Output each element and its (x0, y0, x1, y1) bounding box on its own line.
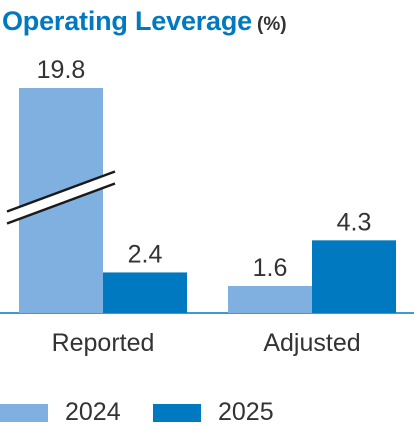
data-label-adjusted-2025: 4.3 (337, 208, 372, 236)
category-label-adjusted: Adjusted (263, 329, 360, 357)
legend: 2024 2025 (0, 398, 414, 430)
chart-title-text: Operating Leverage (2, 6, 252, 36)
bar-reported-2025 (103, 272, 187, 313)
data-label-reported-2025: 2.4 (128, 240, 163, 268)
legend-swatch-2024 (0, 403, 48, 422)
bar-adjusted-2024 (228, 285, 312, 313)
chart-title: Operating Leverage (%) (2, 4, 287, 40)
legend-swatch-2025 (153, 403, 201, 422)
axis-break-gap (7, 171, 115, 224)
legend-label-2024: 2024 (65, 398, 121, 426)
legend-item-2024: 2024 (0, 398, 121, 427)
legend-item-2025: 2025 (153, 398, 274, 427)
data-label-adjusted-2024: 1.6 (253, 254, 288, 282)
axis-break-line-upper (6, 170, 116, 213)
legend-label-2025: 2025 (218, 398, 274, 426)
chart-unit: (%) (257, 14, 287, 35)
data-label-reported-2024: 19.8 (37, 56, 86, 84)
bar-adjusted-2025 (312, 240, 396, 313)
category-label-reported: Reported (52, 329, 155, 357)
axis-break-line-lower (6, 182, 116, 225)
